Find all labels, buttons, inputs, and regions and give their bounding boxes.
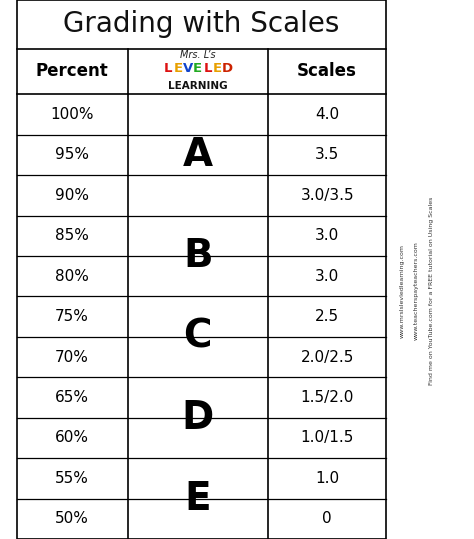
- Text: 3.0: 3.0: [315, 269, 339, 284]
- Text: 4.0: 4.0: [315, 107, 339, 122]
- Text: 1.0: 1.0: [315, 471, 339, 486]
- Text: D: D: [222, 61, 233, 75]
- Text: LEARNING: LEARNING: [168, 81, 228, 91]
- Text: 85%: 85%: [55, 229, 89, 243]
- Text: C: C: [183, 318, 212, 356]
- Text: Percent: Percent: [36, 63, 109, 80]
- Text: www.teacherspayteachers.com: www.teacherspayteachers.com: [414, 241, 419, 341]
- Text: A: A: [182, 136, 213, 174]
- Text: 0: 0: [322, 512, 332, 526]
- Text: Mrs. L’s: Mrs. L’s: [180, 50, 216, 59]
- Text: 3.0/3.5: 3.0/3.5: [301, 188, 354, 203]
- Text: 80%: 80%: [55, 269, 89, 284]
- Text: 3.5: 3.5: [315, 148, 339, 162]
- Text: 3.0: 3.0: [315, 229, 339, 243]
- Text: 90%: 90%: [55, 188, 89, 203]
- Text: L: L: [203, 61, 212, 75]
- Text: B: B: [183, 237, 212, 275]
- Text: E: E: [213, 61, 222, 75]
- Text: 1.0/1.5: 1.0/1.5: [301, 431, 354, 445]
- Text: 70%: 70%: [55, 350, 89, 364]
- Text: E: E: [193, 61, 202, 75]
- Text: L: L: [164, 61, 172, 75]
- Text: Scales: Scales: [297, 63, 357, 80]
- Text: 1.5/2.0: 1.5/2.0: [301, 390, 354, 405]
- Text: 2.5: 2.5: [315, 309, 339, 324]
- Text: 2.0/2.5: 2.0/2.5: [301, 350, 354, 364]
- Text: E: E: [173, 61, 182, 75]
- Text: 75%: 75%: [55, 309, 89, 324]
- Text: 100%: 100%: [50, 107, 94, 122]
- Text: 95%: 95%: [55, 148, 89, 162]
- Bar: [17, 0, 386, 539]
- Text: 60%: 60%: [55, 431, 89, 445]
- Text: 65%: 65%: [55, 390, 89, 405]
- Text: Find me on YouTube.com for a FREE tutorial on Using Scales: Find me on YouTube.com for a FREE tutori…: [429, 197, 434, 385]
- Text: www.mrslslevledlearning.com: www.mrslslevledlearning.com: [400, 244, 404, 338]
- Text: 55%: 55%: [55, 471, 89, 486]
- Text: Grading with Scales: Grading with Scales: [63, 10, 340, 38]
- Text: 50%: 50%: [55, 512, 89, 526]
- Text: D: D: [182, 399, 214, 437]
- Text: V: V: [182, 61, 193, 75]
- Text: E: E: [184, 480, 211, 517]
